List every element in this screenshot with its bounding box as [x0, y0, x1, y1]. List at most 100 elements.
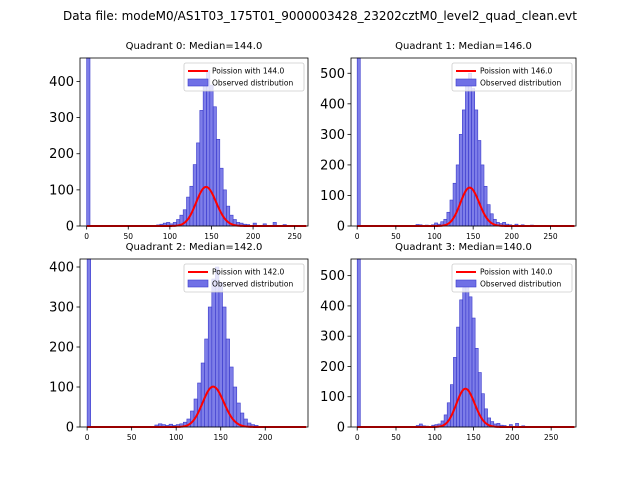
histogram-bar — [207, 306, 213, 428]
histogram-bar — [209, 84, 214, 227]
y-tick-label: 200 — [320, 158, 345, 173]
histogram-bar — [189, 185, 194, 227]
x-tick-label: 50 — [127, 433, 137, 442]
y-tick-label: 300 — [49, 301, 74, 316]
x-tick-label: 150 — [466, 232, 481, 241]
histogram-bar — [196, 142, 201, 227]
legend-box — [183, 62, 305, 92]
histogram-bar — [222, 306, 227, 428]
legend-hist-swatch — [455, 279, 477, 288]
histogram-bar — [204, 338, 209, 428]
y-tick-label: 500 — [320, 67, 345, 82]
x-tick-label: 0 — [85, 433, 90, 442]
panel-quadrant-2: Quadrant 2: Median=142.0 0 100 200 300 400 0 50… — [49, 242, 309, 442]
legend-line-label: Poission with 144.0 — [212, 67, 285, 76]
x-tick-label: 200 — [505, 232, 520, 241]
histogram-bar — [474, 109, 479, 227]
x-tick-label: 100 — [428, 433, 443, 442]
x-tick-label: 0 — [355, 433, 360, 442]
legend-hist-label: Observed distribution — [212, 280, 293, 289]
histogram-bar — [192, 164, 197, 227]
histogram-bar — [212, 106, 217, 227]
panel-title: Quadrant 2: Median=142.0 — [126, 242, 263, 253]
histogram-bar — [455, 164, 460, 227]
legend-hist-label: Observed distribution — [212, 79, 293, 88]
legend-box — [451, 263, 573, 293]
y-tick-label: 400 — [320, 97, 345, 112]
legend-box — [183, 263, 305, 293]
histogram-bar — [483, 185, 488, 227]
x-tick-label: 100 — [427, 232, 442, 241]
axes-frame — [79, 258, 309, 428]
legend-hist-swatch — [187, 78, 209, 87]
histogram-bar — [356, 57, 361, 227]
x-tick-label: 250 — [288, 232, 303, 241]
x-tick-label: 50 — [123, 232, 133, 241]
x-tick-label: 150 — [214, 433, 229, 442]
y-tick-label: 300 — [49, 111, 74, 126]
figure-title: Data file: modeM0/AS1T03_175T01_90000034… — [63, 9, 577, 23]
legend-hist-label: Observed distribution — [480, 280, 561, 289]
x-tick-label: 50 — [391, 232, 401, 241]
x-tick-label: 0 — [355, 232, 360, 241]
panel-title: Quadrant 1: Median=146.0 — [395, 41, 532, 52]
legend-hist-swatch — [187, 279, 209, 288]
y-tick-label: 100 — [49, 381, 74, 396]
histogram-bar — [474, 347, 479, 428]
panel-quadrant-3: Quadrant 3: Median=140.0 0 100 200 300 400 500… — [320, 242, 577, 442]
y-tick-label: 400 — [320, 299, 345, 314]
x-tick-label: 200 — [246, 232, 261, 241]
histogram-bar — [465, 281, 470, 428]
y-tick-label: 100 — [49, 183, 74, 198]
y-tick-label: 100 — [320, 390, 345, 405]
histogram-bar — [459, 299, 464, 428]
panel-quadrant-0: Quadrant 0: Median=144.0 0 100 200 300 400 0 50… — [49, 41, 309, 241]
x-tick-label: 200 — [505, 433, 520, 442]
histogram-bar — [453, 357, 457, 428]
legend: Poission with 140.0 Observed distribution — [451, 263, 573, 293]
y-tick-label: 300 — [320, 128, 345, 143]
histogram-bar — [468, 296, 473, 428]
histogram-bar — [206, 70, 211, 227]
legend: Poission with 144.0 Observed distribution — [183, 62, 305, 92]
y-tick-label: 0 — [337, 421, 345, 436]
x-tick-label: 250 — [543, 232, 558, 241]
legend-hist-label: Observed distribution — [480, 79, 561, 88]
legend-line-label: Poission with 142.0 — [212, 268, 285, 277]
histogram-bar — [480, 164, 485, 227]
histogram-bar — [462, 109, 466, 227]
x-tick-label: 100 — [169, 433, 184, 442]
legend: Poission with 142.0 Observed distribution — [183, 263, 305, 293]
panel-title: Quadrant 3: Median=140.0 — [395, 242, 532, 253]
panels: Quadrant 0: Median=144.0 0 100 200 300 400 0 50… — [49, 41, 577, 442]
legend: Poission with 146.0 Observed distribution — [451, 62, 573, 92]
histogram-bar — [211, 278, 216, 428]
histogram-bar — [456, 326, 460, 428]
histogram-bar — [462, 287, 467, 428]
legend-hist-swatch — [455, 78, 477, 87]
histogram-bar — [450, 384, 454, 428]
histogram-bar — [199, 110, 204, 227]
histogram-bar — [356, 258, 361, 428]
y-tick-label: 400 — [49, 261, 74, 276]
y-tick-label: 400 — [49, 75, 74, 90]
y-tick-label: 200 — [49, 147, 74, 162]
axes-frame — [350, 258, 577, 428]
x-tick-label: 150 — [466, 433, 481, 442]
panel-title: Quadrant 0: Median=144.0 — [126, 41, 263, 52]
x-tick-label: 150 — [204, 232, 219, 241]
histogram-bar — [86, 258, 91, 428]
legend-box — [451, 62, 573, 92]
histogram-bar — [216, 138, 221, 227]
legend-line-label: Poission with 140.0 — [480, 268, 553, 277]
y-tick-label: 200 — [320, 360, 345, 375]
x-tick-label: 0 — [84, 232, 89, 241]
y-tick-label: 500 — [320, 269, 345, 284]
histogram-bar — [471, 317, 476, 428]
histogram-bar — [446, 402, 451, 428]
histogram-bar — [465, 85, 469, 227]
axes-frame — [350, 57, 577, 227]
histogram-bar — [202, 81, 207, 227]
y-tick-label: 300 — [320, 330, 345, 345]
